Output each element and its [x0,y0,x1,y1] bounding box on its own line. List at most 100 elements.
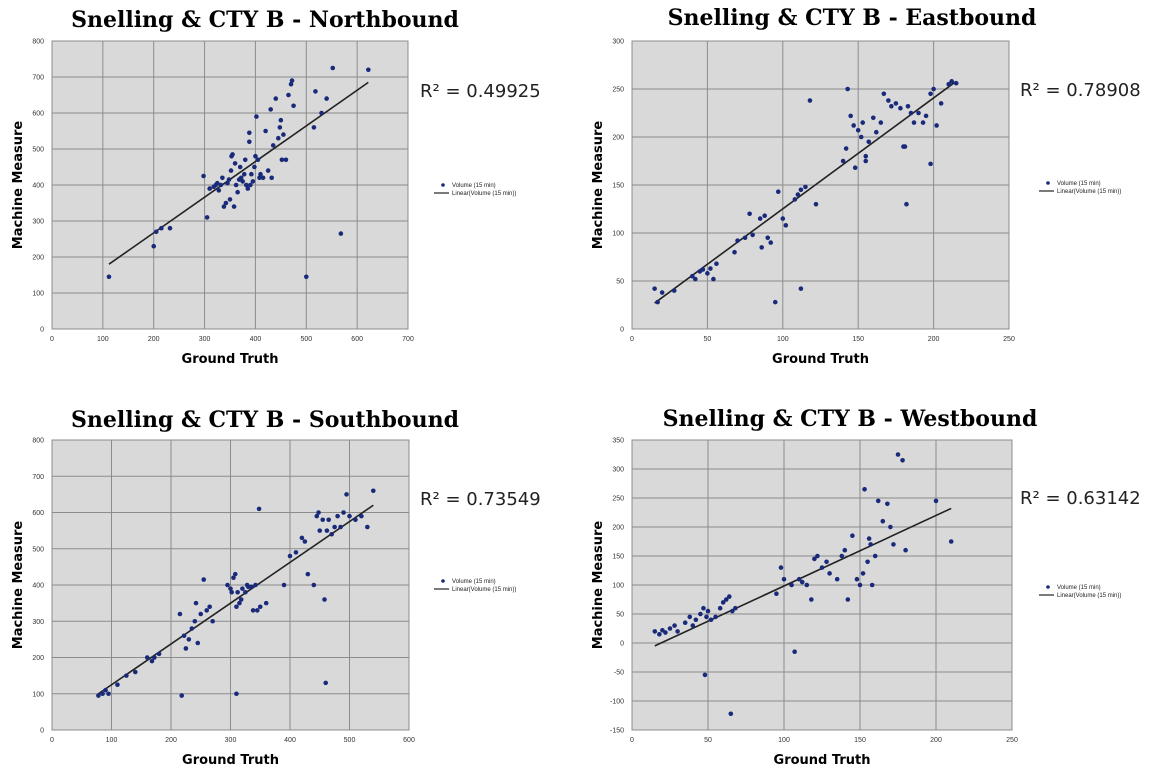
data-point [714,261,719,267]
legend: Volume (15 min) Linear(Volume (15 min)) [1039,585,1121,599]
data-point [708,266,713,271]
data-point [869,582,875,588]
data-point [253,153,258,159]
data-point [293,550,299,555]
data-point [195,640,201,646]
y-tick-label: -100 [610,699,624,706]
data-point [249,171,254,177]
data-point [898,105,903,111]
data-point [799,579,805,585]
x-tick-label: 200 [165,737,177,744]
y-tick-label: 300 [612,39,624,46]
x-tick-label: 300 [225,737,237,744]
data-point [934,123,939,128]
data-point [233,182,239,188]
legend-label-points: Volume (15 min) [1057,585,1101,591]
data-point [207,186,212,191]
y-tick-label: 200 [32,255,44,262]
y-tick-label: 700 [32,474,44,481]
y-tick-label: 0 [40,728,44,735]
data-point [260,175,266,181]
x-axis-title: Ground Truth [774,753,871,768]
data-point [332,524,337,530]
data-point [258,171,263,177]
trendline [97,504,374,695]
data-point [888,524,893,530]
data-point [687,614,693,620]
chart-title: Snelling & CTY B - Southbound [71,407,459,433]
y-tick-label: 500 [32,147,44,154]
data-point [240,179,246,184]
data-point [153,229,159,235]
data-point [803,184,808,190]
data-point [231,204,237,209]
data-point [690,273,695,279]
x-tick-label: 200 [930,737,942,744]
data-point [855,127,861,133]
data-point [920,120,926,125]
data-point [204,215,210,220]
data-point [276,135,281,141]
data-point [881,91,887,97]
data-point [324,96,329,101]
data-point [848,113,853,119]
data-point [314,513,320,519]
data-point [728,711,734,717]
legend-label-points: Volume (15 min) [452,183,496,189]
data-point [928,91,933,97]
data-point [281,582,287,588]
x-tick-label: 600 [351,336,363,343]
chart-svg: 0 100 200 300 400 500 600 700 0 100 200 300 400 500 60… [11,7,541,367]
data-point [795,192,801,197]
x-tick-label: 600 [403,737,415,744]
data-point [183,646,189,651]
data-point [103,687,108,693]
data-point [247,139,252,145]
data-point [192,618,198,624]
data-point [772,299,778,305]
data-point [366,67,371,73]
x-tick-label: 50 [704,737,712,744]
x-tick-label: 200 [928,336,940,343]
data-point [253,582,258,588]
data-point [228,586,233,591]
data-point [279,157,285,163]
data-point [865,559,870,565]
r-squared-label: R² = 0.78908 [1020,80,1141,101]
data-point [311,582,317,588]
data-point [789,582,794,588]
data-point [320,517,326,523]
data-point [682,620,688,625]
data-point [231,575,236,581]
data-point [227,197,233,202]
y-tick-label: 200 [612,135,624,142]
y-tick-label: 0 [40,327,44,334]
data-point [232,571,238,577]
data-point [152,655,157,660]
data-point [765,235,771,241]
data-point [891,542,896,547]
data-point [774,591,779,596]
data-point [263,128,268,134]
x-tick-label: 0 [630,737,634,744]
y-tick-label: 100 [612,231,624,238]
data-point [705,271,710,276]
legend-label-line: Linear(Volume (15 min)) [452,191,516,197]
chart-westbound: 0 50 100 150 200 250 -150 -100 -50 0 50 100 150 200 25… [580,384,1160,768]
data-point [885,501,890,507]
chart-svg: 0 100 200 300 400 500 600 0 100 200 300 400 500 600 70… [11,407,541,768]
data-point [931,86,936,92]
data-point [338,524,343,530]
x-tick-label: 300 [199,336,211,343]
data-point [798,286,804,291]
y-tick-label: 0 [620,327,624,334]
data-point [780,216,786,221]
data-point [149,658,155,664]
data-point [353,517,358,523]
data-point [347,513,352,519]
data-point [288,81,294,87]
data-point [214,180,220,186]
chart-southbound: 0 100 200 300 400 500 600 0 100 200 300 400 500 600 70… [0,384,580,768]
x-tick-label: 100 [106,737,118,744]
data-point [720,600,726,605]
